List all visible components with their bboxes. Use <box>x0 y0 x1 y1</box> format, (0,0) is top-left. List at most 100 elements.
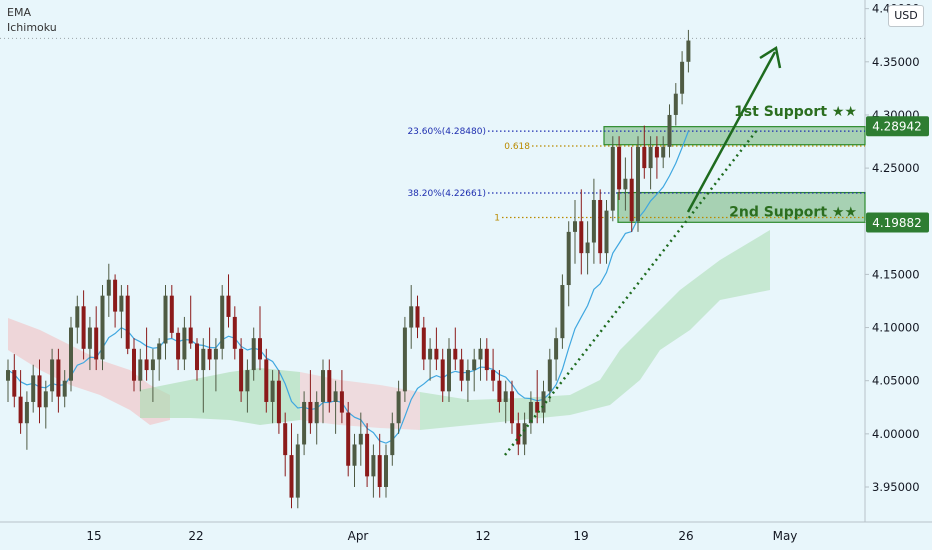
candle-body <box>138 359 143 381</box>
candle-body <box>113 279 118 312</box>
x-tick-label: Apr <box>348 529 369 543</box>
candle-body <box>573 221 577 232</box>
candle-body <box>516 423 521 445</box>
candle-body <box>125 295 130 349</box>
fib-label: 0.618 <box>504 142 530 152</box>
candle-body <box>157 343 162 360</box>
candle-body <box>119 295 124 312</box>
candle-body <box>50 359 55 392</box>
price-tag <box>866 116 929 137</box>
candle-body <box>150 359 155 371</box>
candle-body <box>144 359 149 371</box>
cloud-bullish-segment <box>420 230 770 430</box>
x-tick-label: 15 <box>86 529 101 543</box>
candle-body <box>434 348 439 360</box>
candle-body <box>421 327 426 360</box>
cloud-bearish-segment <box>8 318 170 425</box>
indicator-ema-label[interactable]: EMA <box>7 6 31 19</box>
candle-body <box>604 210 609 254</box>
candle-body <box>264 359 269 402</box>
candle-body <box>535 401 540 413</box>
support-1-label: 1st Support ★★ <box>734 104 857 120</box>
candle-body <box>371 455 376 477</box>
candle-body <box>289 455 294 498</box>
candle-body <box>673 93 678 115</box>
candle-body <box>680 61 685 94</box>
support-zone-1 <box>603 126 866 146</box>
candle-body <box>503 391 508 402</box>
candle-body <box>339 391 344 413</box>
x-tick-label: 26 <box>678 529 693 543</box>
candle-body <box>251 338 256 371</box>
candle-body <box>31 375 36 402</box>
drawings: 1st Resistance ★★1st Support ★★2nd Suppo… <box>504 45 857 456</box>
candle-body <box>491 370 496 381</box>
y-tick-label: 4.35000 <box>872 55 920 69</box>
candle-body <box>232 316 237 349</box>
candle-body <box>610 146 615 211</box>
candle-body <box>188 327 193 344</box>
candle-body <box>163 295 168 344</box>
candle-body <box>528 401 533 424</box>
candle-body <box>384 455 388 487</box>
candle-body <box>648 146 653 169</box>
candle-body <box>176 332 181 360</box>
candle-body <box>69 327 73 381</box>
y-tick-label: 3.95000 <box>872 480 920 494</box>
candle-body <box>75 306 80 328</box>
candle-body <box>465 370 470 381</box>
fib-label: 38.20%(4.22661) <box>407 189 486 199</box>
candle-body <box>661 146 666 158</box>
candle-body <box>623 178 628 190</box>
x-tick-label: 19 <box>573 529 588 543</box>
candle-body <box>642 146 647 169</box>
candle-body <box>239 348 244 392</box>
price-axis-background <box>865 0 932 550</box>
candle-body <box>667 114 672 147</box>
candle-body <box>207 348 212 360</box>
candle-body <box>226 295 231 317</box>
candle-body <box>497 380 502 402</box>
candle-body <box>94 327 99 360</box>
support-2-label: 2nd Support ★★ <box>729 205 857 221</box>
candle-body <box>182 327 187 360</box>
candle-body <box>352 444 357 466</box>
candle-body <box>428 348 433 360</box>
candle-body <box>358 433 363 445</box>
candle-body <box>24 401 29 424</box>
projection-arrow-head <box>759 45 782 69</box>
candle-body <box>258 338 262 360</box>
price-tag-label: 4.19882 <box>872 216 922 230</box>
candle-body <box>585 242 590 254</box>
candle-body <box>201 348 206 371</box>
candle-body <box>169 295 174 333</box>
price-tag <box>866 212 929 233</box>
candle-body <box>270 380 275 402</box>
currency-button[interactable]: USD <box>888 5 924 27</box>
candle-body <box>472 359 477 371</box>
y-tick-label: 4.05000 <box>872 374 920 388</box>
candle-body <box>547 359 552 392</box>
candle-body <box>245 370 250 392</box>
y-tick-label: 4.15000 <box>872 267 920 281</box>
candle-body <box>37 375 42 408</box>
candle-body <box>346 412 351 466</box>
candle-body <box>415 306 420 328</box>
candle-body <box>579 221 584 254</box>
candles <box>6 29 691 509</box>
candle-body <box>43 391 48 408</box>
candle-body <box>87 327 92 349</box>
candle-body <box>56 359 61 397</box>
candle-body <box>283 423 288 456</box>
candle-body <box>440 359 445 392</box>
candle-body <box>566 231 571 286</box>
candle-body <box>62 380 67 397</box>
candle-body <box>598 199 603 254</box>
candle-body <box>132 348 136 381</box>
candle-body <box>195 343 199 371</box>
indicator-ichimoku-label[interactable]: Ichimoku <box>7 21 57 34</box>
candle-body <box>213 348 218 360</box>
candle-body <box>220 295 225 349</box>
candle-body <box>314 401 319 424</box>
